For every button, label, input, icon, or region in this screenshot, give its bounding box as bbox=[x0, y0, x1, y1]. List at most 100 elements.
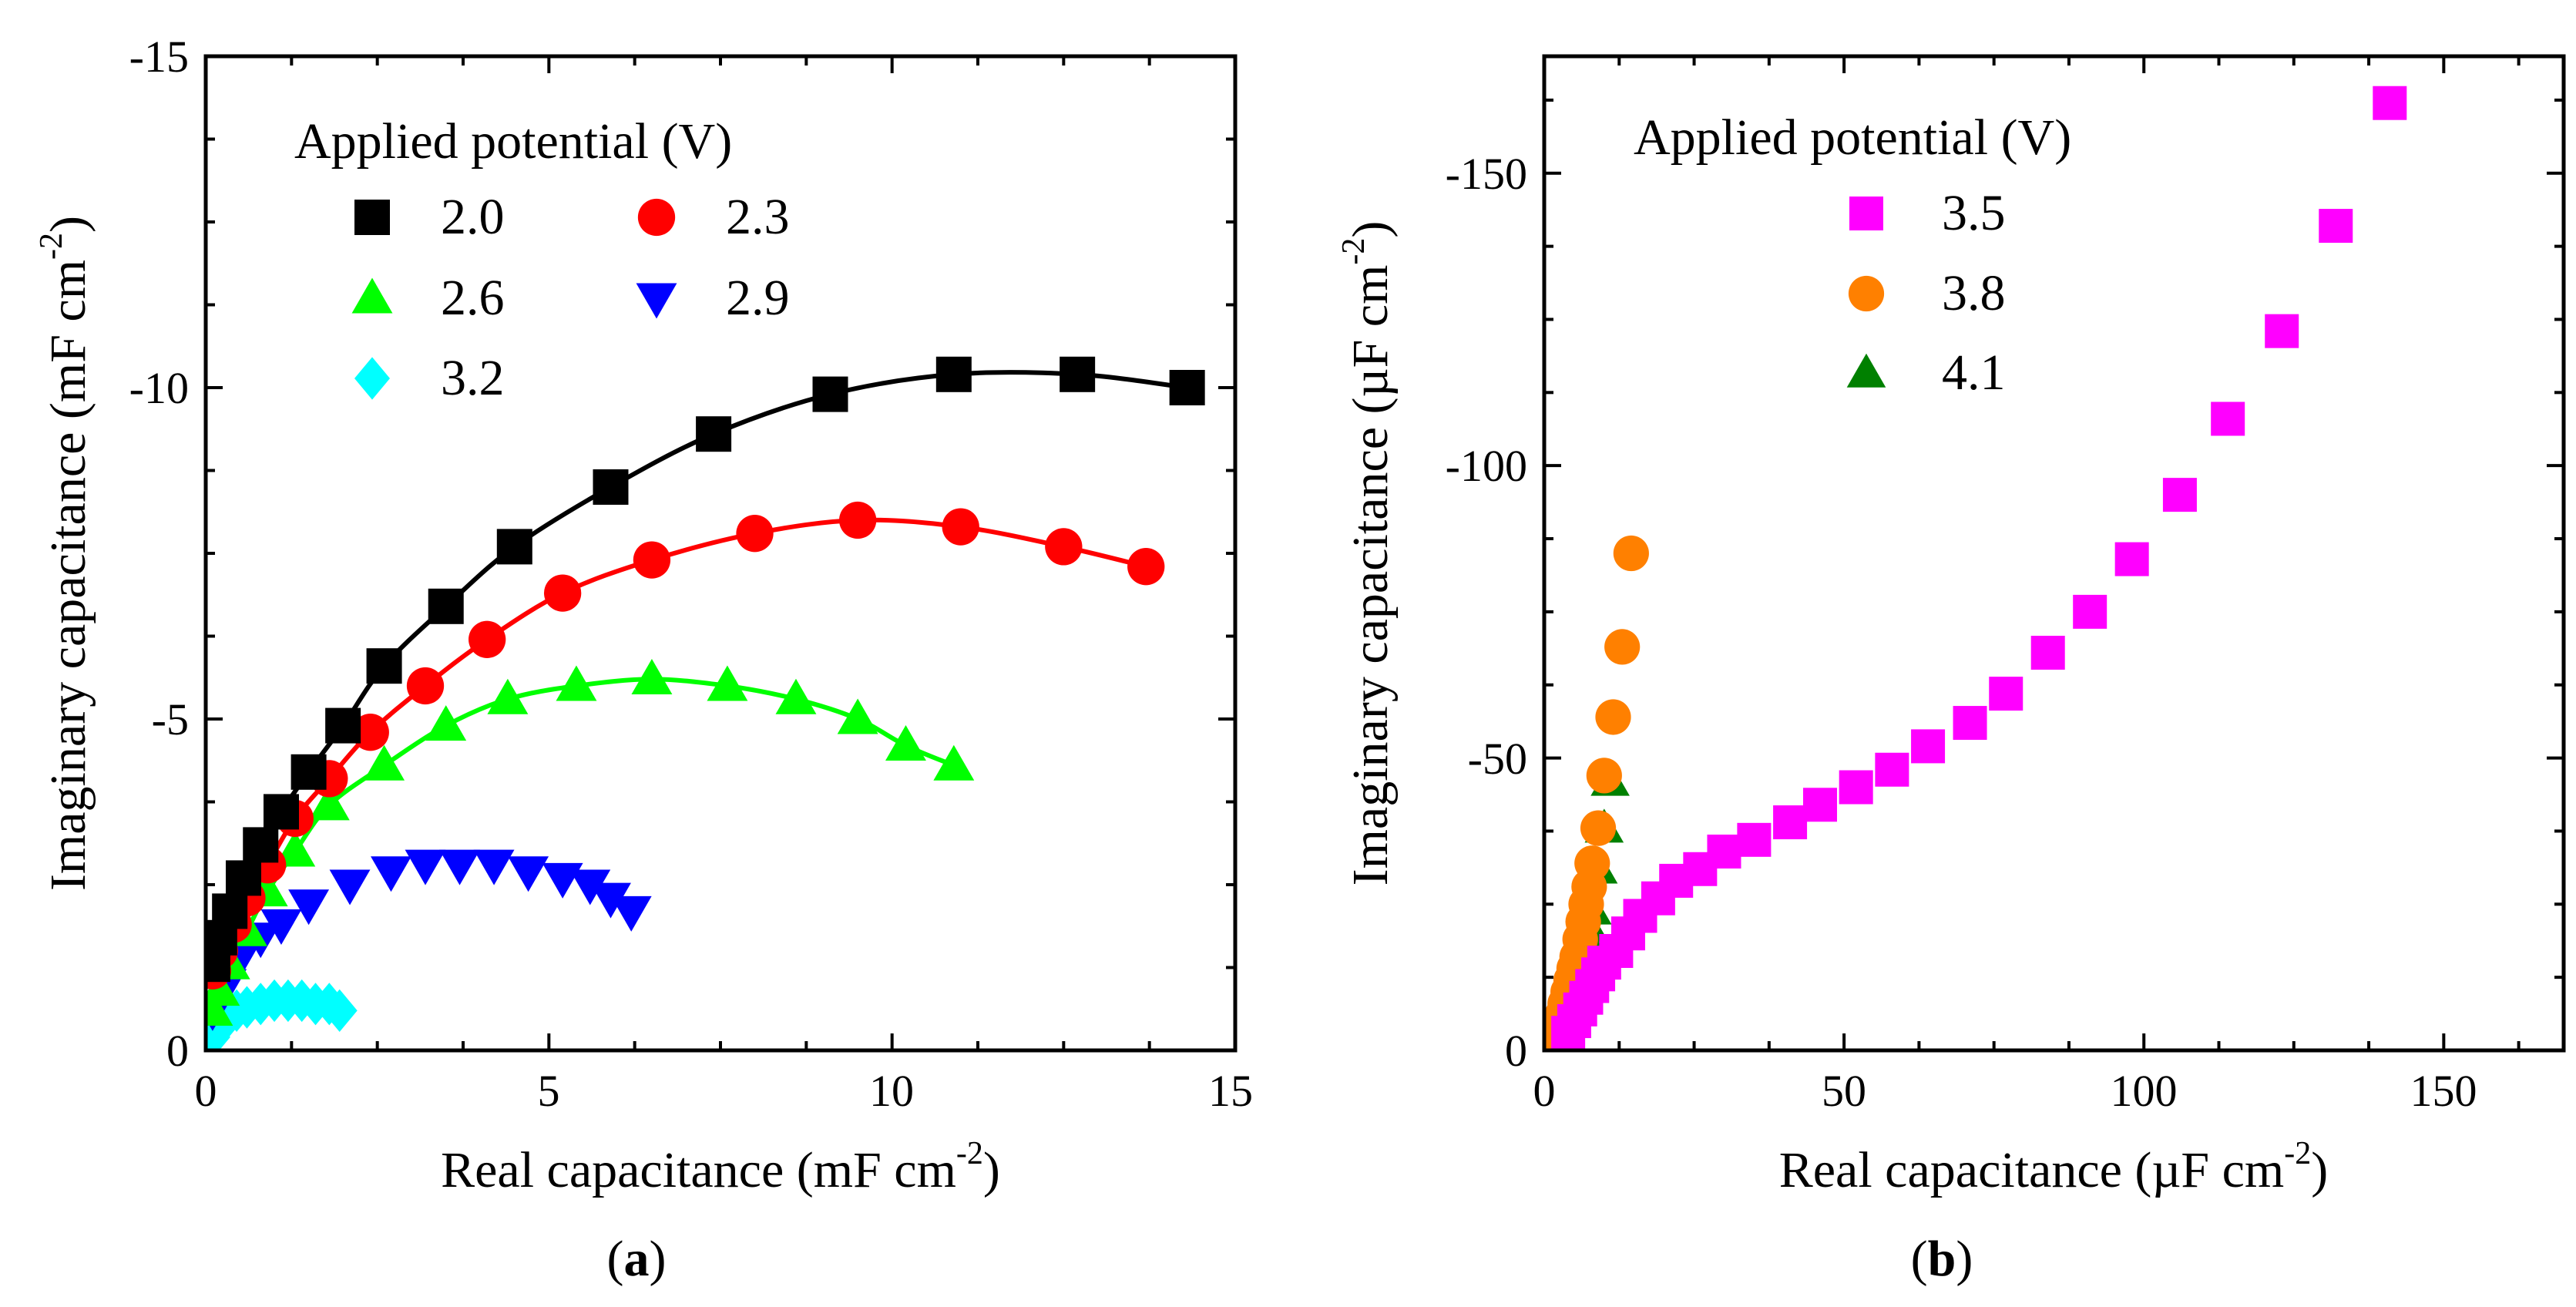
panel-a-xtick-label: 15 bbox=[1208, 1066, 1253, 1116]
panel-a-ytick-label: -15 bbox=[129, 32, 189, 82]
data-point-3.5 bbox=[2114, 542, 2149, 576]
legend-marker-4.1 bbox=[1846, 353, 1886, 388]
legend-label-3.5: 3.5 bbox=[1942, 185, 2006, 241]
legend-marker-2.6 bbox=[351, 277, 393, 314]
data-point-3.2 bbox=[321, 989, 358, 1032]
data-point-3.5 bbox=[2073, 594, 2107, 629]
data-point-2.0 bbox=[212, 893, 248, 929]
panel-a-xtick-label: 5 bbox=[538, 1066, 560, 1116]
data-point-3.5 bbox=[1737, 822, 1772, 857]
panel-b-axis-ticks bbox=[1543, 56, 2564, 1052]
data-point-3.5 bbox=[1953, 706, 1987, 741]
panel-b-x-axis-title: Real capacitance (µF cm-2) bbox=[1779, 1136, 2329, 1198]
data-point-2.3 bbox=[469, 620, 506, 658]
data-point-3.5 bbox=[2373, 86, 2407, 120]
data-point-3.5 bbox=[1839, 770, 1873, 805]
data-point-3.8 bbox=[1613, 535, 1649, 572]
data-point-3.5 bbox=[2162, 478, 2197, 512]
legend-marker-2.0 bbox=[354, 200, 390, 235]
panel-a-ytick-label: -5 bbox=[152, 694, 189, 744]
data-point-2.9 bbox=[590, 882, 631, 919]
data-point-2.3 bbox=[1127, 548, 1165, 586]
panel-a-legend: Applied potential (V) 2.0 2.3 2.6 2.9 3.… bbox=[294, 113, 790, 406]
data-point-3.8 bbox=[1586, 758, 1622, 794]
data-point-2.9 bbox=[610, 895, 652, 932]
data-point-2.6 bbox=[308, 785, 350, 821]
data-point-3.5 bbox=[1707, 835, 1741, 869]
legend-marker-shape-3.5 bbox=[1849, 197, 1883, 230]
panel-b-frame bbox=[1542, 54, 2566, 1053]
data-point-2.3 bbox=[942, 508, 979, 546]
data-point-2.0 bbox=[496, 529, 532, 565]
data-point-2.0 bbox=[812, 376, 848, 412]
panel-a-label: (a) bbox=[607, 1231, 667, 1287]
data-point-2.9 bbox=[508, 856, 549, 892]
panel-b-ytick-label: -100 bbox=[1446, 441, 1527, 491]
panel-b-legend-title: Applied potential (V) bbox=[1634, 109, 2071, 166]
data-point-3.5 bbox=[1802, 788, 1837, 822]
panel-b-ytick-label: 0 bbox=[1505, 1026, 1527, 1076]
data-point-2.3 bbox=[633, 541, 671, 579]
data-point-3.8 bbox=[1595, 699, 1631, 735]
panel-b-plot-area bbox=[1544, 86, 2407, 1050]
data-point-2.6 bbox=[206, 970, 240, 1006]
panel-b-y-axis-title: Imaginary capacitance (µF cm-2) bbox=[1336, 221, 1399, 886]
panel-a-series-group bbox=[206, 356, 1205, 1050]
data-point-2.6 bbox=[707, 665, 748, 701]
data-point-2.6 bbox=[364, 744, 405, 781]
legend-marker-shape-3.8 bbox=[1848, 275, 1885, 312]
data-point-2.6 bbox=[631, 658, 673, 694]
panel-a-axis-ticks bbox=[204, 55, 1237, 1052]
legend-marker-shape-2.3 bbox=[637, 198, 676, 237]
data-point-2.6 bbox=[775, 678, 817, 714]
data-point-2.9 bbox=[439, 849, 480, 885]
data-point-2.6 bbox=[556, 665, 597, 701]
panel-a-y-axis-title: Imaginary capacitance (mF cm-2) bbox=[34, 216, 96, 891]
data-point-3.5 bbox=[2030, 636, 2065, 670]
legend-marker-shape-2.6 bbox=[351, 277, 393, 314]
data-point-2.9 bbox=[371, 856, 411, 892]
legend-marker-shape-2.0 bbox=[354, 200, 390, 235]
panel-a-legend-title: Applied potential (V) bbox=[294, 113, 732, 170]
panel-b-xtick-label: 50 bbox=[1822, 1066, 1866, 1116]
panel-a-plot-area bbox=[206, 356, 1205, 1050]
panel-a: 0 -5 -10 -15 0 5 10 15 Real capacitance … bbox=[34, 32, 1253, 1287]
data-point-2.3 bbox=[838, 501, 877, 539]
data-point-3.5 bbox=[2265, 314, 2299, 348]
panel-b-xtick-label: 150 bbox=[2410, 1066, 2477, 1116]
panel-b-ytick-label: -50 bbox=[1468, 734, 1527, 784]
panel-b-legend: Applied potential (V) 3.5 3.8 4.1 bbox=[1634, 109, 2071, 401]
legend-label-2.6: 2.6 bbox=[441, 270, 505, 326]
panel-b-xtick-label: 0 bbox=[1533, 1066, 1556, 1116]
data-point-3.5 bbox=[1911, 729, 1946, 764]
data-point-3.5 bbox=[2211, 402, 2245, 436]
legend-marker-2.3 bbox=[637, 198, 676, 237]
data-point-2.6 bbox=[885, 724, 926, 761]
panel-a-x-axis-title: Real capacitance (mF cm-2) bbox=[441, 1136, 1000, 1198]
data-point-3.5 bbox=[1875, 752, 1909, 787]
legend-label-3.2: 3.2 bbox=[441, 350, 505, 406]
data-point-2.0 bbox=[243, 827, 279, 863]
data-point-2.3 bbox=[351, 714, 389, 751]
legend-marker-shape-4.1 bbox=[1846, 353, 1886, 388]
data-point-2.0 bbox=[935, 356, 972, 392]
data-point-2.6 bbox=[933, 744, 975, 781]
data-point-2.0 bbox=[263, 794, 299, 830]
legend-marker-shape-3.2 bbox=[354, 357, 390, 400]
data-point-2.0 bbox=[1060, 356, 1096, 392]
data-point-2.0 bbox=[325, 707, 361, 744]
panel-a-xtick-label: 0 bbox=[195, 1066, 217, 1116]
legend-marker-3.2 bbox=[354, 357, 390, 400]
legend-label-4.1: 4.1 bbox=[1942, 344, 2006, 401]
legend-marker-shape-2.9 bbox=[636, 283, 677, 319]
data-point-3.8 bbox=[1580, 810, 1617, 846]
legend-marker-3.5 bbox=[1849, 197, 1883, 230]
legend-label-2.0: 2.0 bbox=[441, 189, 505, 245]
panel-b: 0 -50 -100 -150 0 50 100 150 Real capaci… bbox=[1336, 54, 2566, 1287]
legend-label-3.8: 3.8 bbox=[1942, 265, 2006, 321]
data-point-2.6 bbox=[837, 698, 878, 734]
data-point-2.0 bbox=[225, 860, 261, 896]
data-point-2.0 bbox=[428, 588, 464, 624]
data-point-2.3 bbox=[406, 667, 445, 705]
